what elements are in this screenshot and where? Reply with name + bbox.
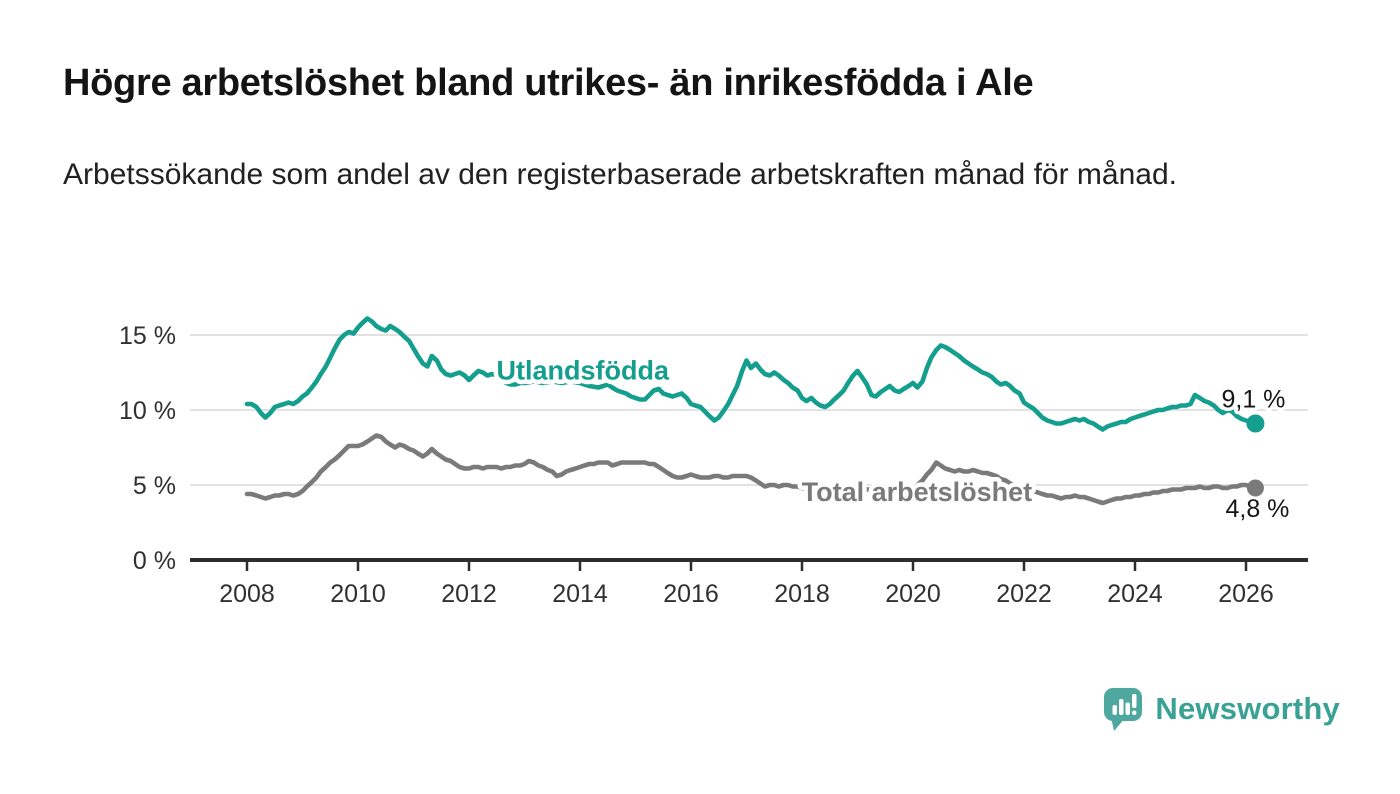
newsworthy-logo-text: Newsworthy xyxy=(1155,691,1340,726)
chart-subtitle: Arbetssökande som andel av den registerb… xyxy=(63,158,1177,191)
x-tick-label-2008: 2008 xyxy=(219,580,275,608)
end-dot-total xyxy=(1246,479,1264,497)
x-tick-label-2022: 2022 xyxy=(996,580,1052,608)
newsworthy-logo: Newsworthy xyxy=(1102,686,1340,732)
x-tick-label-2024: 2024 xyxy=(1107,580,1163,608)
page-title: Högre arbetslöshet bland utrikes- än inr… xyxy=(63,62,1034,104)
series-label-total: Total arbetslöshet xyxy=(802,477,1033,507)
y-tick-label-10: 10 % xyxy=(119,397,176,425)
series-line-foreign_born xyxy=(244,316,1258,432)
series-line-total xyxy=(244,433,1258,506)
x-tick-label-2016: 2016 xyxy=(663,580,719,608)
end-value-label-total: 4,8 % xyxy=(1225,495,1289,523)
x-tick-label-2012: 2012 xyxy=(441,580,497,608)
end-dot-foreign_born xyxy=(1246,414,1265,433)
x-tick-label-2018: 2018 xyxy=(774,580,830,608)
end-value-label-foreign_born: 9,1 % xyxy=(1221,386,1285,414)
y-tick-label-0: 0 % xyxy=(133,547,176,575)
x-tick-label-2026: 2026 xyxy=(1218,580,1274,608)
x-tick-label-2010: 2010 xyxy=(330,580,386,608)
newsworthy-speech-bubble-chart-icon xyxy=(1102,686,1144,732)
y-tick-label-15: 15 % xyxy=(119,322,176,350)
series-label-foreign_born: Utlandsfödda xyxy=(497,355,670,385)
x-tick-label-2014: 2014 xyxy=(552,580,608,608)
y-tick-label-5: 5 % xyxy=(133,472,176,500)
x-tick-label-2020: 2020 xyxy=(885,580,941,608)
